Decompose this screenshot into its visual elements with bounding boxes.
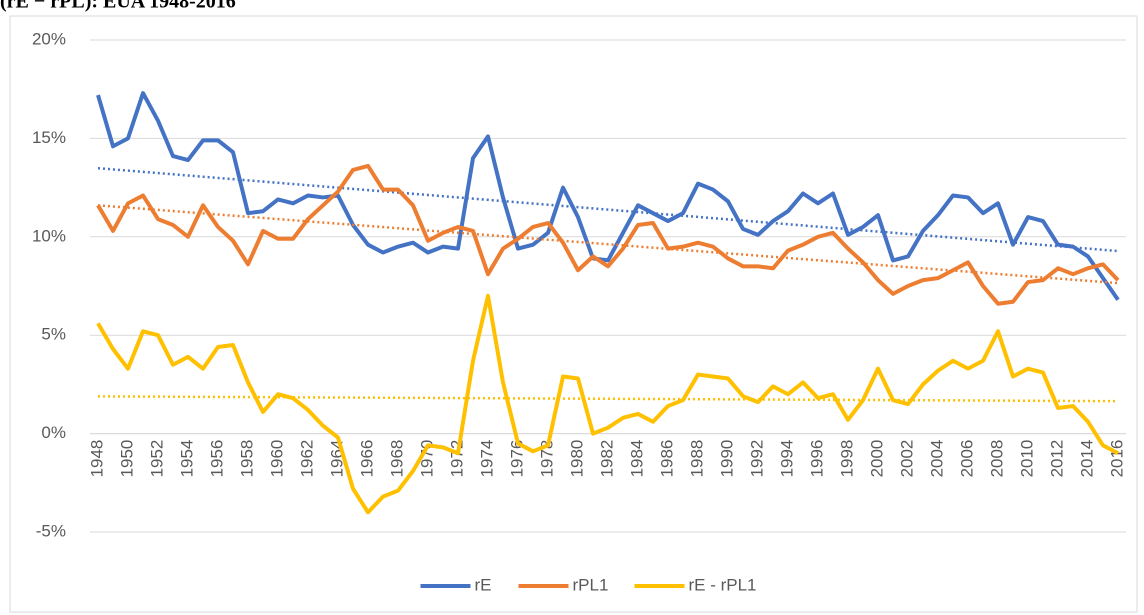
series-line — [96, 163, 1120, 306]
x-tick-label: 1972 — [447, 440, 466, 478]
trend-line — [97, 204, 1119, 285]
x-tick-label: 1948 — [87, 440, 106, 478]
chart-title: (rE − rPL): EUA 1948-2016 — [0, 0, 236, 13]
x-tick-label: 2004 — [927, 440, 946, 478]
x-tick-label: 1962 — [297, 440, 316, 478]
legend-label: rPL1 — [573, 575, 609, 594]
x-tick-label: 1980 — [567, 440, 586, 478]
y-tick-label: 0% — [41, 423, 66, 442]
x-tick-label: 1992 — [747, 440, 766, 478]
series-line — [96, 91, 1120, 301]
x-tick-label: 2008 — [987, 440, 1006, 478]
x-tick-label: 1952 — [147, 440, 166, 478]
x-tick-label: 1998 — [837, 440, 856, 478]
trend-line — [97, 395, 1119, 403]
chart-frame — [9, 15, 1138, 613]
y-tick-label: -5% — [36, 521, 66, 540]
x-tick-label: 1954 — [177, 440, 196, 478]
x-tick-label: 1976 — [507, 440, 526, 478]
x-tick-label: 1982 — [597, 440, 616, 478]
x-tick-label: 1966 — [357, 440, 376, 478]
x-tick-label: 1984 — [627, 440, 646, 478]
legend-label: rE - rPL1 — [689, 575, 757, 594]
x-tick-label: 1958 — [237, 440, 256, 478]
x-tick-label: 1968 — [387, 440, 406, 478]
legend-label: rE — [475, 575, 492, 594]
trend-line — [97, 166, 1119, 253]
x-tick-label: 2012 — [1047, 440, 1066, 478]
x-tick-label: 2014 — [1077, 440, 1096, 478]
y-tick-label: 20% — [32, 29, 66, 48]
x-tick-label: 1956 — [207, 440, 226, 478]
x-tick-label: 1996 — [807, 440, 826, 478]
x-tick-label: 1994 — [777, 440, 796, 478]
series-line — [96, 293, 1119, 515]
x-tick-label: 2016 — [1107, 440, 1126, 478]
x-tick-label: 1950 — [117, 440, 136, 478]
x-tick-label: 1990 — [717, 440, 736, 478]
y-tick-label: 15% — [32, 128, 66, 147]
x-tick-label: 1988 — [687, 440, 706, 478]
y-tick-label: 10% — [32, 226, 66, 245]
x-tick-label: 2006 — [957, 440, 976, 478]
x-tick-label: 1970 — [417, 440, 436, 478]
x-tick-label: 1960 — [267, 440, 286, 478]
x-tick-label: 2010 — [1017, 440, 1036, 478]
x-tick-label: 1974 — [477, 440, 496, 478]
y-tick-label: 5% — [41, 325, 66, 344]
x-tick-label: 1986 — [657, 440, 676, 478]
x-tick-label: 2000 — [867, 440, 886, 478]
x-tick-label: 2002 — [897, 440, 916, 478]
